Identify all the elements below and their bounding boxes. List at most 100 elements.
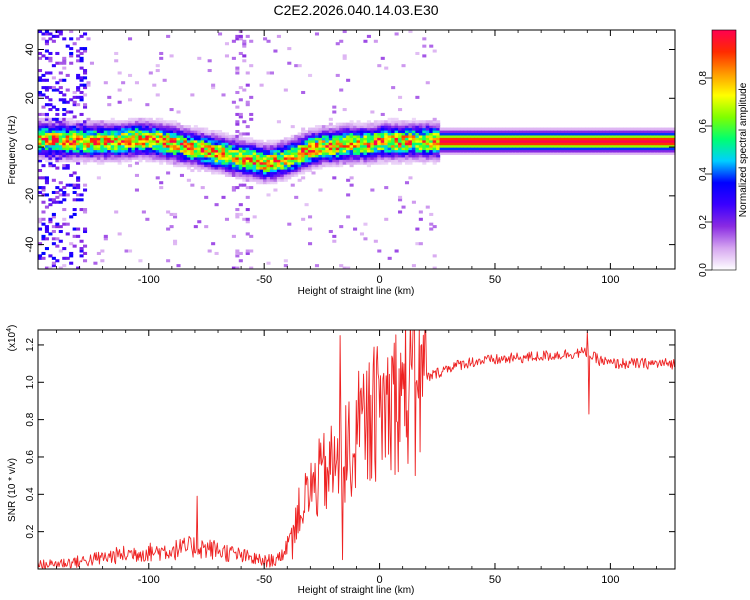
heatmap-cell xyxy=(218,171,223,175)
heatmap-cell xyxy=(595,139,600,143)
heatmap-cell xyxy=(432,254,437,258)
heatmap-cell xyxy=(349,156,354,160)
heatmap-cell xyxy=(83,129,88,134)
heatmap-cell xyxy=(273,156,278,160)
heatmap-cell xyxy=(124,142,129,146)
heatmap-cell xyxy=(103,137,108,141)
heatmap-cell xyxy=(314,151,320,155)
heatmap-cell xyxy=(619,144,624,148)
heatmap-cell xyxy=(138,134,143,138)
heatmap-cell xyxy=(245,142,250,146)
heatmap-cell xyxy=(249,139,254,143)
heatmap-cell xyxy=(581,151,586,155)
heatmap-cell xyxy=(436,159,441,163)
heatmap-cell xyxy=(44,225,49,229)
heatmap-cell xyxy=(211,129,216,134)
heatmap-cell xyxy=(477,137,482,141)
heatmap-cell xyxy=(41,105,46,109)
heatmap-cell xyxy=(114,144,119,148)
heatmap-cell xyxy=(235,105,240,109)
heatmap-cell xyxy=(467,151,472,155)
heatmap-cell xyxy=(76,54,81,58)
heatmap-cell xyxy=(245,173,250,177)
heatmap-cell xyxy=(415,156,420,160)
heatmap-cell xyxy=(249,151,254,155)
heatmap-cell xyxy=(560,142,565,146)
heatmap-cell xyxy=(481,151,486,155)
heatmap-cell xyxy=(169,129,174,134)
heatmap-cell xyxy=(353,161,358,165)
y-tick-label: 0.8 xyxy=(25,412,36,426)
heatmap-cell xyxy=(249,161,254,165)
heatmap-cell xyxy=(55,147,60,151)
heatmap-cell xyxy=(536,144,541,148)
heatmap-cell xyxy=(214,169,219,173)
heatmap-cell xyxy=(346,132,351,136)
heatmap-cell xyxy=(494,134,500,138)
heatmap-cell xyxy=(249,64,254,68)
heatmap-cell xyxy=(314,137,320,141)
heatmap-cell xyxy=(391,161,396,165)
heatmap-cell xyxy=(491,127,496,131)
heatmap-cell xyxy=(86,144,91,148)
heatmap-cell xyxy=(214,151,219,155)
heatmap-cell xyxy=(197,132,202,136)
heatmap-cell xyxy=(314,264,320,268)
heatmap-cell xyxy=(564,139,569,143)
heatmap-cell xyxy=(141,132,146,136)
heatmap-cell xyxy=(616,137,621,141)
heatmap-cell xyxy=(93,147,98,151)
heatmap-cell xyxy=(356,132,361,136)
heatmap-cell xyxy=(384,144,389,148)
heatmap-cell xyxy=(429,159,434,163)
heatmap-cell xyxy=(221,159,226,163)
heatmap-cell xyxy=(228,171,233,175)
heatmap-cell xyxy=(65,100,70,104)
heatmap-cell xyxy=(404,154,410,158)
heatmap-cell xyxy=(69,122,74,126)
heatmap-cell xyxy=(363,237,368,241)
heatmap-cell xyxy=(536,142,541,146)
heatmap-cell xyxy=(245,151,250,155)
heatmap-cell xyxy=(38,56,43,60)
heatmap-cell xyxy=(404,122,410,126)
heatmap-cell xyxy=(48,164,53,168)
heatmap-cell xyxy=(578,129,583,134)
heatmap-cell xyxy=(467,144,472,148)
heatmap-cell xyxy=(44,147,49,151)
heatmap-cell xyxy=(380,122,385,126)
heatmap-cell xyxy=(321,151,326,155)
heatmap-cell xyxy=(131,144,136,148)
heatmap-cell xyxy=(166,134,171,138)
heatmap-cell xyxy=(321,164,326,168)
heatmap-cell xyxy=(252,142,257,146)
heatmap-cell xyxy=(339,122,344,126)
heatmap-cell xyxy=(65,156,70,160)
heatmap-cell xyxy=(245,186,250,190)
heatmap-cell xyxy=(41,112,46,116)
heatmap-cell xyxy=(449,129,455,134)
heatmap-cell xyxy=(380,159,385,163)
heatmap-cell xyxy=(79,51,84,55)
heatmap-cell xyxy=(633,127,638,131)
heatmap-cell xyxy=(114,151,119,155)
heatmap-cell xyxy=(647,129,652,134)
heatmap-cell xyxy=(138,147,143,151)
heatmap-cell xyxy=(377,156,382,160)
heatmap-cell xyxy=(366,161,371,165)
heatmap-cell xyxy=(138,154,143,158)
heatmap-cell xyxy=(86,137,91,141)
heatmap-cell xyxy=(508,151,513,155)
heatmap-cell xyxy=(335,139,340,143)
heatmap-cell xyxy=(93,139,98,143)
heatmap-cell xyxy=(370,129,375,134)
heatmap-cell xyxy=(387,134,392,138)
heatmap-cell xyxy=(162,78,167,82)
heatmap-cell xyxy=(664,137,669,141)
heatmap-cell xyxy=(141,125,146,129)
heatmap-cell xyxy=(643,132,648,136)
heatmap-cell xyxy=(245,103,250,107)
heatmap-cell xyxy=(328,142,333,146)
heatmap-cell xyxy=(204,156,209,160)
heatmap-cell xyxy=(287,154,292,158)
